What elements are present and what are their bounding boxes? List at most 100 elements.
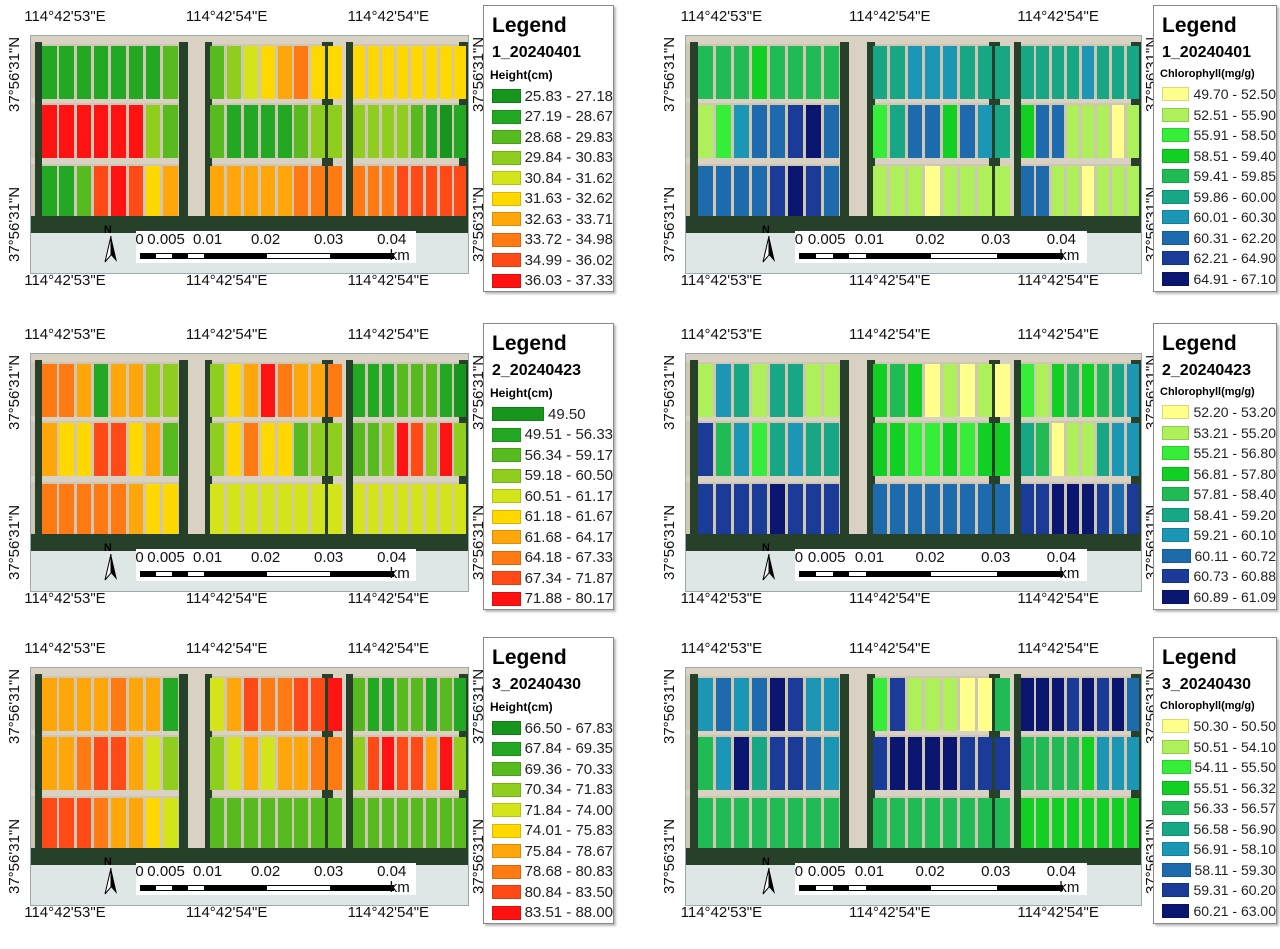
field-plot xyxy=(227,678,242,731)
legend-label: 59.31 - 60.20 xyxy=(1193,882,1276,899)
legend-label: 59.41 - 59.85 xyxy=(1193,168,1276,185)
legend-label: 67.84 - 69.35 xyxy=(524,740,613,758)
legend-swatch xyxy=(492,89,521,104)
field-plot xyxy=(907,484,923,534)
longitude-label-bottom: 114°42'53"E xyxy=(680,590,763,607)
field-plot xyxy=(715,46,731,99)
longitude-label-top: 114°42'54"E xyxy=(185,640,268,657)
field-plot xyxy=(327,46,342,99)
legend-label: 64.91 - 67.10 xyxy=(1193,270,1276,287)
field-plot xyxy=(823,46,839,99)
field-plot xyxy=(977,423,993,476)
legend-item: 59.86 - 60.00 xyxy=(1162,187,1276,208)
field-plot xyxy=(42,46,57,99)
field-plot xyxy=(425,105,438,158)
field-plot xyxy=(872,166,888,216)
field-plot xyxy=(243,484,258,534)
field-plot xyxy=(210,105,225,158)
field-plot xyxy=(823,423,839,476)
field-plot xyxy=(1021,364,1034,417)
field-plot xyxy=(751,798,767,848)
legend-item: 60.51 - 61.17 xyxy=(492,486,613,507)
legend-swatch xyxy=(492,823,521,838)
field-plot xyxy=(396,798,409,848)
field-plot xyxy=(163,364,178,417)
legend-swatch xyxy=(1162,271,1190,286)
field-plot xyxy=(439,105,452,158)
field-plot xyxy=(787,737,803,790)
legend-swatch xyxy=(1162,780,1190,795)
field-plot xyxy=(823,484,839,534)
scale-unit: km xyxy=(389,879,410,896)
field-plot xyxy=(890,105,905,158)
field-plot xyxy=(128,166,144,216)
field-plot xyxy=(942,105,958,158)
field-plot xyxy=(977,166,993,216)
field-plot xyxy=(890,423,905,476)
vegetation-strip xyxy=(989,42,1001,216)
field-plot xyxy=(751,46,767,99)
field-plot xyxy=(823,364,839,417)
field-plot xyxy=(697,678,713,731)
field-plot xyxy=(907,798,923,848)
scale-label: 0.03 xyxy=(981,863,1011,880)
field-road xyxy=(686,416,1141,421)
field-plot xyxy=(1081,166,1094,216)
field-plot xyxy=(111,484,126,534)
field-plot xyxy=(243,798,258,848)
legend-label: 60.21 - 63.00 xyxy=(1193,902,1276,919)
legend-item: 71.84 - 74.00 xyxy=(492,800,613,821)
legend-swatch xyxy=(1162,446,1190,461)
field-plot xyxy=(227,737,242,790)
legend-label: 74.01 - 75.83 xyxy=(524,822,613,840)
legend-item: 59.41 - 59.85 xyxy=(1162,166,1276,187)
field-plot xyxy=(128,46,144,99)
field-plot xyxy=(367,798,380,848)
field-plot xyxy=(697,166,713,216)
field-plot xyxy=(1021,798,1034,848)
legend-swatch xyxy=(1162,230,1190,245)
longitude-label-top: 114°42'54"E xyxy=(347,326,430,343)
field-plot xyxy=(94,798,109,848)
field-plot xyxy=(353,166,365,216)
latitude-label-left-lower: 37°56'31"N xyxy=(661,818,678,894)
field-plot xyxy=(59,166,74,216)
field-plot xyxy=(94,678,109,731)
longitude-label-bottom: 114°42'54"E xyxy=(185,272,268,289)
legend-item: 55.51 - 56.32 xyxy=(1162,778,1276,799)
legend-date: 2_20240423 xyxy=(492,362,581,379)
legend-item: 56.58 - 56.90 xyxy=(1162,819,1276,840)
field-plot xyxy=(995,46,1010,99)
field-plot xyxy=(787,484,803,534)
longitude-label-bottom: 114°42'54"E xyxy=(849,590,931,607)
vegetation-strip xyxy=(839,360,850,534)
legend-label: 75.84 - 78.67 xyxy=(524,842,613,860)
legend-item: 60.21 - 63.00 xyxy=(1162,901,1276,922)
field-plot xyxy=(907,105,923,158)
legend-item: 78.68 - 80.83 xyxy=(492,862,613,883)
vegetation-strip xyxy=(689,42,698,216)
scale-label: 0 xyxy=(135,549,144,566)
legend-swatch xyxy=(1162,87,1190,102)
legend-label: 30.84 - 31.62 xyxy=(524,169,613,187)
legend-title: Legend xyxy=(1162,14,1237,37)
field-plot xyxy=(454,46,467,99)
legend-label: 56.34 - 59.17 xyxy=(524,446,613,464)
field-plot xyxy=(111,166,126,216)
field-plot xyxy=(1066,166,1079,216)
field-plot xyxy=(128,798,144,848)
field-plot xyxy=(145,798,161,848)
legend: Legend 3_20240430 Height(cm) 66.50 - 67.83 6… xyxy=(483,637,614,924)
legend-swatch xyxy=(1162,169,1190,184)
scale-segment xyxy=(799,886,817,890)
legend-swatch xyxy=(492,509,521,524)
field-plot xyxy=(111,423,126,476)
field-plot xyxy=(1111,678,1124,731)
field-plot xyxy=(439,678,452,731)
legend-item: 34.99 - 36.02 xyxy=(492,250,613,271)
field-plot xyxy=(805,46,821,99)
field-plot xyxy=(411,166,423,216)
field-plot xyxy=(353,423,365,476)
field-plot xyxy=(277,105,292,158)
field-road xyxy=(31,354,468,362)
